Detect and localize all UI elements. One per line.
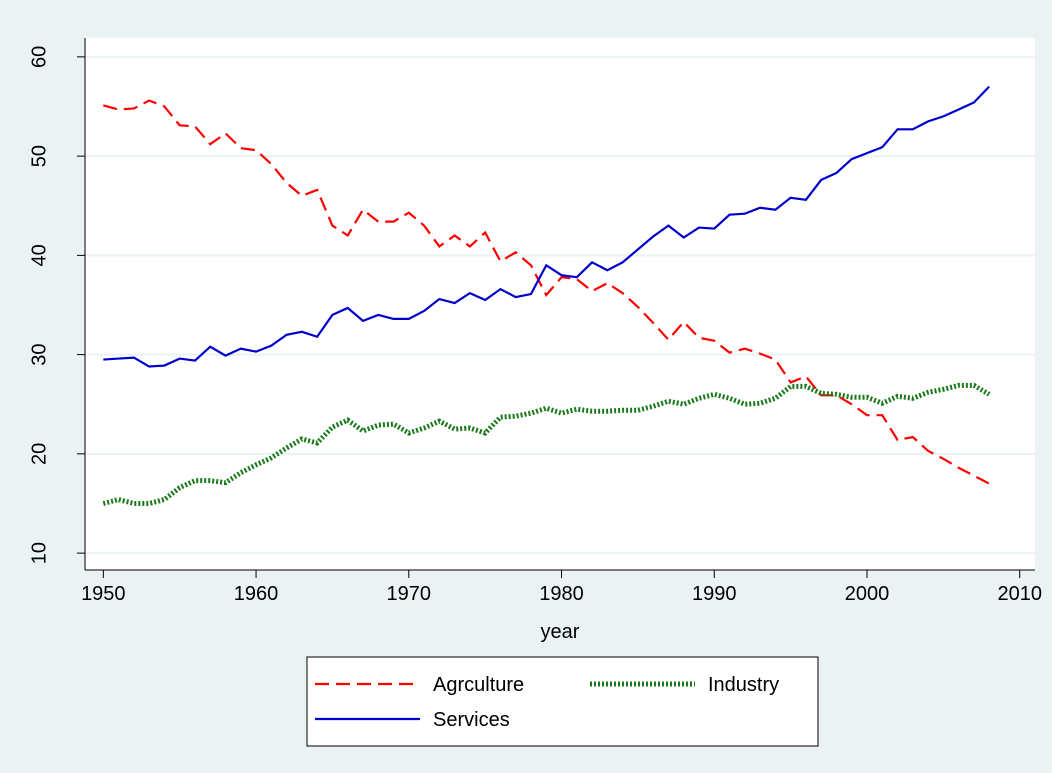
y-tick-label: 10 — [28, 542, 50, 564]
x-tick-label: 2010 — [997, 583, 1042, 605]
plot-area — [85, 38, 1035, 570]
x-tick-label: 1960 — [234, 583, 279, 605]
y-tick-label: 50 — [28, 145, 50, 167]
series-line — [103, 85, 990, 368]
y-tick-label: 20 — [28, 443, 50, 465]
x-tick-label: 1950 — [81, 583, 126, 605]
series-line — [103, 99, 990, 485]
x-tick-label: 1970 — [387, 583, 432, 605]
x-tick-label: 1990 — [692, 583, 737, 605]
x-axis-label: year — [541, 621, 580, 643]
y-tick-label: 40 — [28, 244, 50, 266]
legend-label: Services — [433, 709, 510, 731]
x-tick-label: 2000 — [845, 583, 890, 605]
legend-label: Industry — [708, 674, 779, 696]
legend-label: Agrculture — [433, 674, 524, 696]
y-tick-label: 30 — [28, 343, 50, 365]
legend-box — [306, 656, 819, 747]
x-tick-label: 1980 — [539, 583, 584, 605]
y-tick-label: 60 — [28, 46, 50, 68]
